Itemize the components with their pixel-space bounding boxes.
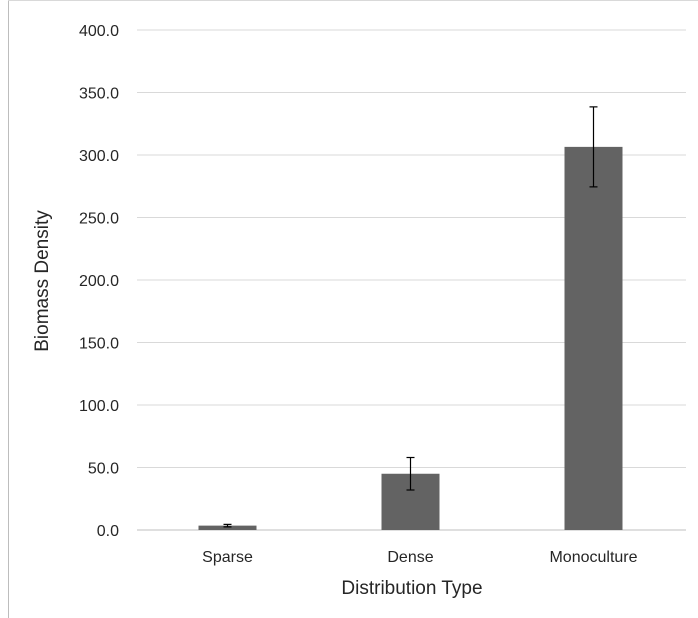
y-tick-label: 100.0 [79, 398, 119, 415]
chart-frame-left-border [8, 0, 9, 618]
y-tick-label: 250.0 [79, 211, 119, 228]
error-bar-monoculture [589, 106, 598, 188]
error-bars [223, 106, 598, 528]
y-tick-label: 300.0 [79, 148, 119, 165]
y-tick-label: 200.0 [79, 273, 119, 290]
y-axis-tick-labels: 0.0 50.0 100.0 150.0 200.0 250.0 300.0 350.0 400… [79, 23, 119, 540]
x-axis-title: Distribution Type [341, 578, 482, 599]
y-tick-label: 400.0 [79, 23, 119, 40]
y-tick-label: 150.0 [79, 336, 119, 353]
x-category-label: Sparse [202, 549, 253, 566]
x-category-label: Dense [387, 549, 433, 566]
error-bar-sparse [223, 523, 232, 528]
error-bar-dense [406, 456, 415, 491]
x-category-label: Monoculture [549, 549, 637, 566]
chart-frame-top-border [8, 0, 698, 1]
bar-sparse [198, 525, 257, 530]
y-tick-label: 350.0 [79, 86, 119, 103]
y-axis-title: Biomass Density [32, 210, 53, 352]
bar-monoculture [564, 146, 623, 530]
y-tick-label: 50.0 [88, 461, 119, 478]
x-axis-category-labels: Sparse Dense Monoculture [202, 549, 637, 566]
y-tick-label: 0.0 [97, 523, 119, 540]
